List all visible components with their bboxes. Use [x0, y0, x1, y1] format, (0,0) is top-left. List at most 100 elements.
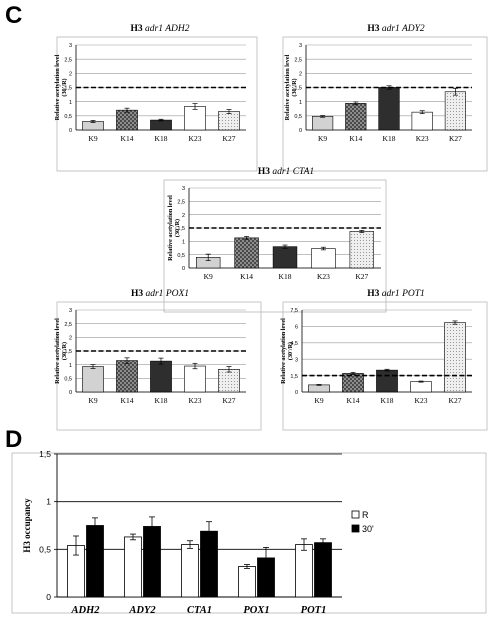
- y-tick-label: 1,5: [64, 349, 72, 355]
- bar-k27: [349, 231, 375, 269]
- y-tick-label: 2: [182, 213, 185, 219]
- y-axis-label-unit: (30'/R): [174, 219, 181, 237]
- bar-pox1-r: [238, 566, 256, 598]
- bar-k27: [444, 91, 466, 131]
- x-tick-label: K18: [155, 396, 168, 405]
- title-target: ADY2: [401, 24, 425, 34]
- chart-frame: [56, 36, 258, 172]
- bar-k9: [82, 366, 104, 393]
- y-tick-label: 0: [46, 592, 51, 602]
- x-tick-label: K9: [314, 396, 323, 405]
- title-prefix: H3: [131, 24, 146, 34]
- y-tick-label: 3: [69, 308, 72, 314]
- y-axis-label: Relative acetylation level: [54, 54, 61, 120]
- y-tick-label: 2: [69, 72, 72, 78]
- bar-k14: [116, 360, 138, 393]
- title-target: POX1: [165, 289, 189, 299]
- y-tick-label: 2,5: [294, 57, 302, 63]
- chart-pox1: 0 0,5 1 1,5 2 2,5 3 K9 K14 K18 K23 K27 Relative acet…: [54, 289, 262, 431]
- x-tick-label: K27: [449, 134, 462, 143]
- legend: R 30': [351, 510, 374, 534]
- panel-d-label: D: [5, 426, 23, 453]
- x-tick-label: K23: [416, 134, 429, 143]
- x-tick-label: K14: [347, 396, 360, 405]
- x-tick-label: K9: [88, 134, 97, 143]
- bar-k14: [342, 373, 364, 393]
- y-tick-label: 1,5: [39, 449, 51, 459]
- y-tick-label: 2,5: [177, 200, 185, 206]
- chart-frame: [282, 301, 488, 431]
- y-tick-label: 0: [295, 390, 298, 396]
- x-tick-label: POX1: [243, 605, 269, 616]
- x-tick-label: K18: [155, 134, 168, 143]
- y-tick-label: 1,5: [290, 374, 298, 380]
- x-tick-label: K14: [121, 396, 134, 405]
- bar-k27: [218, 111, 240, 131]
- bar-k14: [345, 103, 367, 131]
- x-tick-label: K18: [383, 134, 396, 143]
- x-tick-label: K9: [204, 272, 213, 281]
- title-prefix: H3: [131, 289, 146, 299]
- y-tick-label: 3: [182, 186, 185, 192]
- y-tick-label: 1,5: [64, 86, 72, 92]
- y-tick-label: 0: [182, 266, 185, 272]
- x-tick-label: ADY2: [128, 605, 156, 616]
- chart-title: H3 adr1 ADH2: [131, 24, 190, 34]
- bar-adh2-30: [86, 525, 104, 598]
- chart-ady2: 0 0,5 1 1,5 2 2,5 3 K9 K14 K18 K23 K27 Relative acet…: [282, 24, 488, 172]
- y-tick-label: 7,5: [290, 308, 298, 314]
- x-tick-label: K23: [189, 134, 202, 143]
- y-tick-label: 2: [299, 72, 302, 78]
- y-tick-label: 1: [46, 497, 51, 507]
- y-tick-label: 2: [69, 336, 72, 342]
- chart-adh2: 0 0,5 1 1,5 2 2,5 3 K9 K14 K18 K23 K27 Relative acet…: [54, 24, 258, 172]
- bar-k27: [444, 322, 466, 393]
- x-tick-label: POT1: [301, 605, 327, 616]
- chart-title: H3 adr1 POT1: [367, 289, 425, 299]
- x-tick-label: K9: [88, 396, 97, 405]
- y-axis-label-unit: (30'/R): [291, 78, 298, 96]
- y-axis-label-unit: (30'/R): [61, 78, 68, 96]
- y-tick-label: 0,5: [39, 544, 51, 554]
- bar-k18: [272, 246, 298, 269]
- y-axis-label: Relative acetylation level: [284, 54, 291, 120]
- chart-h3-occupancy: 0 0,5 1 1,5 ADH2 ADY2 CTA1 POX1 POT1 H3 occupancy…: [11, 449, 487, 616]
- bar-k23: [410, 381, 432, 393]
- y-tick-label: 1: [182, 240, 185, 246]
- bar-k23: [184, 365, 206, 393]
- y-tick-label: 0,5: [177, 253, 185, 259]
- bar-cta1-r: [181, 544, 199, 598]
- x-tick-label: K27: [449, 396, 462, 405]
- title-target: CTA1: [293, 167, 314, 177]
- y-tick-label: 1,5: [294, 86, 302, 92]
- title-gene: adr1: [382, 24, 402, 34]
- title-prefix: H3: [367, 289, 382, 299]
- chart-frame: [282, 36, 488, 172]
- chart-title: H3 adr1 CTA1: [258, 167, 314, 177]
- bar-ady2-r: [124, 536, 142, 598]
- x-tick-label: K14: [240, 272, 253, 281]
- title-gene: adr1: [272, 167, 292, 177]
- bar-k14: [234, 237, 259, 269]
- y-tick-label: 1: [69, 363, 72, 369]
- x-tick-label: K18: [279, 272, 292, 281]
- legend-label: 30': [362, 524, 374, 534]
- x-tick-label: K14: [349, 134, 362, 143]
- title-prefix: H3: [367, 24, 382, 34]
- bar-k14: [116, 109, 138, 131]
- x-tick-label: K18: [381, 396, 394, 405]
- chart-title: H3 adr1 ADY2: [367, 24, 425, 34]
- y-tick-label: 2,5: [64, 57, 72, 63]
- panel-c-label: C: [5, 2, 23, 29]
- x-tick-label: K14: [121, 134, 134, 143]
- bar-k18: [150, 119, 172, 131]
- bar-k9: [308, 384, 330, 393]
- y-axis-label: Relative acetylation level: [54, 318, 61, 384]
- title-target: ADH2: [164, 24, 190, 34]
- bar-pot1-30: [314, 542, 332, 598]
- y-axis-label: H3 occupancy: [22, 498, 32, 553]
- bar-ady2-30: [143, 526, 161, 598]
- y-tick-label: 3: [295, 357, 298, 363]
- x-tick-label: K9: [318, 134, 327, 143]
- chart-frame: [163, 179, 387, 313]
